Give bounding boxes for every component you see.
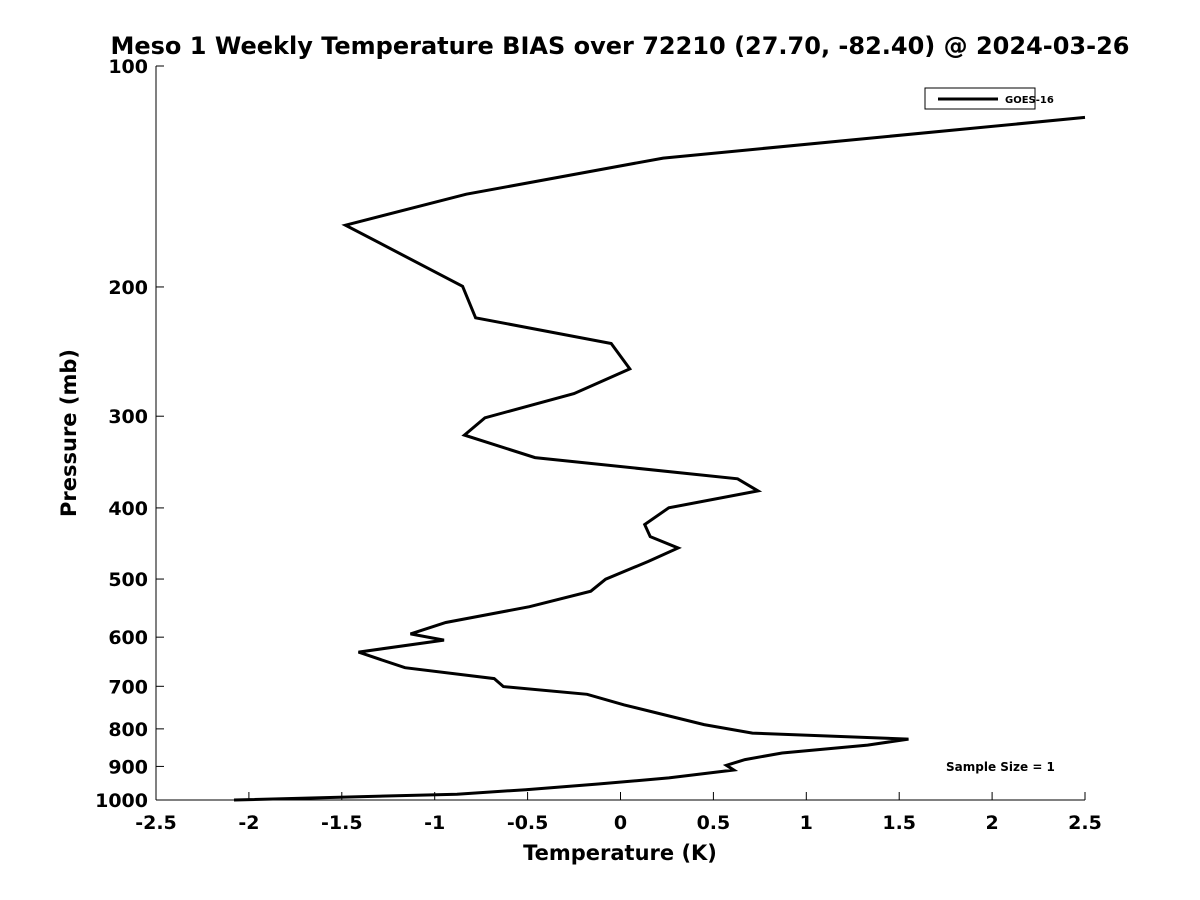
x-tick-label: -1.5 (321, 812, 363, 834)
chart-title: Meso 1 Weekly Temperature BIAS over 7221… (110, 32, 1129, 60)
y-tick-label: 800 (108, 719, 148, 741)
y-tick-label: 900 (108, 756, 148, 778)
x-tick-label: 0 (614, 812, 627, 834)
y-tick-label: 500 (108, 569, 148, 591)
y-tick-label: 200 (108, 277, 148, 299)
x-tick-label: 0.5 (697, 812, 731, 834)
x-tick-label: 1.5 (882, 812, 916, 834)
plot-area: -2.5 -2 -1.5 -1 -0.5 0 0.5 1 1.5 2 2.5 100 200 300 40… (95, 56, 1102, 834)
y-tick-label: 1000 (95, 790, 148, 812)
y-tick-label: 300 (108, 406, 148, 428)
y-tick-label: 400 (108, 498, 148, 520)
y-tick-label: 100 (108, 56, 148, 78)
legend-label: GOES-16 (1005, 95, 1054, 106)
series-line-1 (233, 115, 1086, 802)
y-tick-label: 600 (108, 627, 148, 649)
y-axis-ticks: 100 200 300 400 500 600 700 800 900 1000 (95, 56, 164, 812)
y-axis-label: Pressure (mb) (57, 349, 81, 517)
series-layer (233, 115, 1086, 802)
x-tick-label: 2 (985, 812, 998, 834)
x-axis-ticks: -2.5 -2 -1.5 -1 -0.5 0 0.5 1 1.5 2 2.5 (135, 792, 1102, 834)
x-tick-label: -2 (238, 812, 259, 834)
x-tick-label: 2.5 (1068, 812, 1102, 834)
x-axis-label: Temperature (K) (523, 841, 717, 865)
x-tick-label: -0.5 (507, 812, 549, 834)
y-tick-label: 700 (108, 676, 148, 698)
x-tick-label: -2.5 (135, 812, 177, 834)
sample-size-annotation: Sample Size = 1 (946, 760, 1055, 774)
legend: GOES-16 (924, 87, 1054, 110)
x-tick-label: -1 (424, 812, 445, 834)
x-tick-label: 1 (800, 812, 813, 834)
